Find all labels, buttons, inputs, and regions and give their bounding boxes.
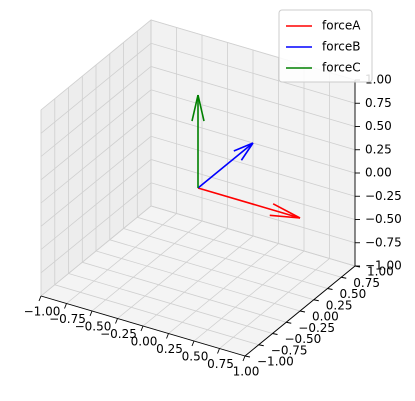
x-tick-label: −1.00 (24, 305, 61, 319)
x-tick-mark (242, 355, 246, 362)
x-tick-label: −0.25 (100, 327, 137, 341)
grid-lines (40, 19, 356, 357)
y-tick-mark (286, 321, 292, 324)
arrow-forceC (191, 94, 205, 188)
y-tick-mark (341, 276, 347, 279)
y-tick-label: 0.00 (312, 310, 339, 324)
arrow-head (191, 94, 199, 122)
z-tick-label: −1.00 (365, 259, 402, 273)
arrows (191, 94, 301, 219)
z-tick-label: 0.50 (365, 119, 392, 133)
grid-line-y (54, 98, 259, 346)
arrow-forceB (197, 142, 254, 189)
z-tick-label: 0.25 (365, 142, 392, 156)
x-tick-mark (140, 325, 144, 332)
x-tick-mark (217, 348, 220, 354)
y-tick-mark (327, 288, 333, 290)
y-tick-label: −0.50 (285, 332, 322, 346)
arrow-head (233, 142, 254, 152)
legend-label-forceB: forceB (322, 40, 360, 54)
grid-line-y (81, 76, 287, 323)
arrow-forceA (197, 187, 301, 219)
x-tick-label: 0.75 (207, 357, 234, 371)
legend: forceA forceB forceC (278, 9, 373, 83)
z-tick-label: −0.50 (365, 212, 402, 226)
arrow-head (240, 142, 254, 161)
x-tick-label: 0.50 (182, 350, 209, 364)
y-tick-label: 1.00 (367, 265, 394, 279)
y-tick-label: −1.00 (257, 355, 294, 369)
x-tick-label: −0.75 (49, 312, 86, 326)
z-tick-label: 0.75 (365, 96, 392, 110)
grid-line-y (95, 65, 301, 312)
arrow-head (197, 94, 205, 122)
arrow-shaft (197, 142, 254, 189)
x-tick-mark (166, 333, 169, 339)
z-tick-label: 0.00 (365, 166, 392, 180)
grid-line-y (150, 20, 356, 267)
legend-box (278, 9, 373, 83)
y-tick-mark (299, 310, 306, 313)
x-tick-mark (64, 303, 67, 309)
grid-line-y (123, 42, 328, 289)
y-tick-label: 0.25 (326, 298, 353, 312)
z-tick-label: −0.25 (365, 189, 402, 203)
grid-line-y (136, 31, 342, 278)
x-tick-label: 1.00 (233, 365, 260, 379)
x-tick-mark (191, 340, 195, 347)
x-tick-mark (38, 295, 42, 302)
grid-line-y (109, 53, 314, 301)
x-tick-mark (115, 318, 118, 324)
legend-label-forceC: forceC (322, 61, 361, 75)
grid-line-y (68, 87, 273, 334)
z-tick-label: −0.75 (365, 235, 402, 249)
tick-labels: −1.00−0.75−0.50−0.250.000.250.500.751.00… (24, 73, 402, 379)
y-tick-label: −0.25 (298, 321, 335, 335)
y-tick-mark (272, 333, 278, 335)
y-tick-label: 0.75 (353, 276, 380, 290)
axis-lines (38, 79, 361, 362)
arrow-shaft (197, 187, 301, 219)
x-tick-mark (89, 310, 93, 317)
y-tick-label: −0.75 (271, 343, 308, 357)
x-tick-label: 0.00 (131, 335, 158, 349)
arrow-head (272, 203, 301, 219)
y-tick-mark (244, 355, 251, 358)
x-tick-label: −0.50 (75, 320, 112, 334)
y-tick-mark (313, 299, 319, 302)
x-tick-label: 0.25 (156, 342, 183, 356)
arrow-head (269, 214, 301, 219)
y-tick-mark (258, 344, 264, 347)
y-tick-label: 0.50 (340, 287, 367, 301)
legend-label-forceA: forceA (322, 19, 361, 33)
